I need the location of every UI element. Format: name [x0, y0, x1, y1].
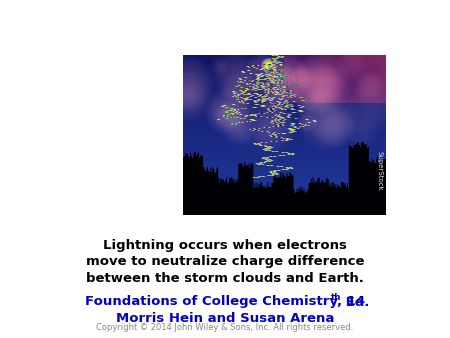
Text: Ed.: Ed.	[341, 295, 369, 309]
Text: Lightning occurs when electrons: Lightning occurs when electrons	[103, 239, 347, 251]
Text: between the storm clouds and Earth.: between the storm clouds and Earth.	[86, 272, 364, 286]
Text: SuperStock: SuperStock	[377, 151, 383, 191]
Text: Foundations of College Chemistry, 14: Foundations of College Chemistry, 14	[85, 295, 365, 309]
Text: Copyright © 2014 John Wiley & Sons, Inc. All rights reserved.: Copyright © 2014 John Wiley & Sons, Inc.…	[96, 323, 354, 333]
Text: th: th	[331, 293, 341, 301]
Text: 5  Early Atomic Theory and Structure: 5 Early Atomic Theory and Structure	[0, 11, 450, 35]
Text: move to neutralize charge difference: move to neutralize charge difference	[86, 256, 364, 268]
Text: Morris Hein and Susan Arena: Morris Hein and Susan Arena	[116, 313, 334, 325]
